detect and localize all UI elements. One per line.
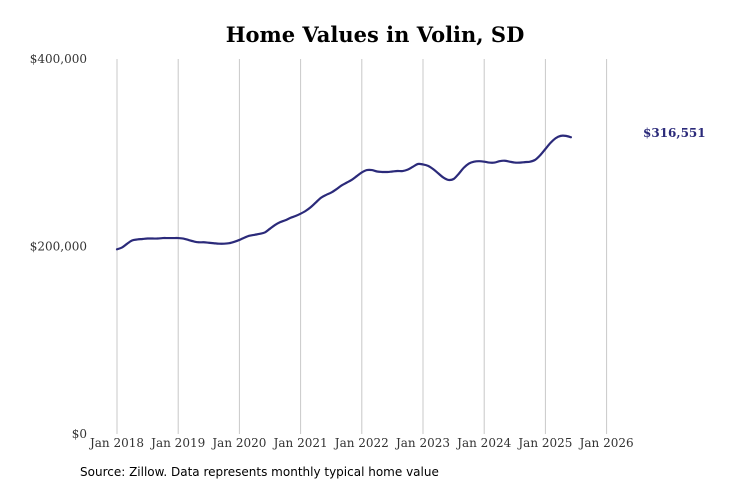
x-tick-label-6: Jan 2024	[455, 436, 511, 450]
x-tick-label-2: Jan 2020	[210, 436, 266, 450]
latest-value-label: $316,551	[643, 126, 706, 140]
x-tick-label-8: Jan 2026	[578, 436, 634, 450]
y-tick-label-2: $400,000	[30, 52, 87, 66]
source-note: Source: Zillow. Data represents monthly …	[80, 465, 439, 479]
x-tick-label-4: Jan 2022	[333, 436, 389, 450]
y-tick-label-1: $200,000	[30, 240, 87, 254]
chart-title: Home Values in Volin, SD	[226, 22, 525, 47]
y-axis-tick-labels: $0 $200,000 $400,000	[30, 52, 87, 441]
grid-lines	[116, 59, 608, 434]
y-tick-label-0: $0	[72, 427, 87, 441]
x-axis-tick-labels: Jan 2018 Jan 2019 Jan 2020 Jan 2021 Jan 2022…	[88, 436, 634, 450]
x-tick-label-1: Jan 2019	[149, 436, 205, 450]
x-tick-label-0: Jan 2018	[88, 436, 144, 450]
x-tick-label-5: Jan 2023	[394, 436, 450, 450]
home-value-series-line	[115, 134, 572, 251]
x-tick-label-7: Jan 2025	[516, 436, 572, 450]
x-tick-label-3: Jan 2021	[272, 436, 328, 450]
